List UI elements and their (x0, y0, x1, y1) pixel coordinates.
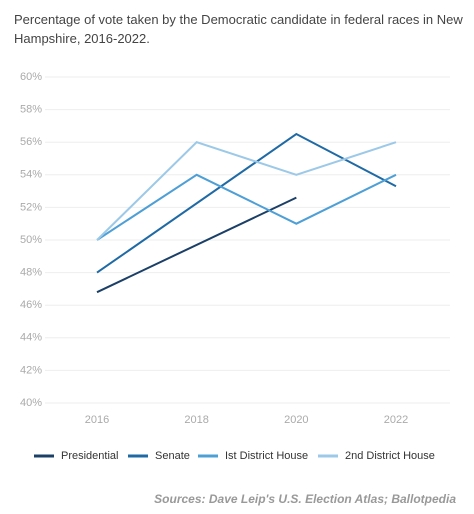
line (96, 196, 297, 294)
x-tick-label: 2018 (184, 414, 208, 426)
y-tick-label: 48% (20, 267, 42, 279)
legend-label: Presidential (61, 450, 118, 462)
chart-title: Percentage of vote taken by the Democrat… (14, 12, 463, 46)
y-tick-label: 52% (20, 201, 42, 213)
line (96, 141, 397, 241)
y-tick-label: 44% (20, 332, 42, 344)
source-note: Sources: Dave Leip's U.S. Election Atlas… (154, 492, 456, 506)
y-tick-label: 58% (20, 104, 42, 116)
line (96, 132, 397, 274)
y-tick-label: 46% (20, 299, 42, 311)
legend-label: 2nd District House (345, 450, 435, 462)
x-tick-label: 2022 (384, 414, 408, 426)
y-tick-label: 60% (20, 71, 42, 83)
y-tick-label: 54% (20, 169, 42, 181)
y-tick-label: 50% (20, 234, 42, 246)
legend-label: Ist District House (225, 450, 308, 462)
line (96, 173, 397, 241)
x-tick-label: 2020 (284, 414, 308, 426)
y-tick-label: 40% (20, 397, 42, 409)
y-tick-label: 42% (20, 364, 42, 376)
chart: 40% 42% 44% 46% 48% 50% 52% 54% 56% 58% 60% 2016 201… (20, 71, 450, 462)
x-tick-label: 2016 (85, 414, 109, 426)
legend-label: Senate (155, 450, 190, 462)
y-tick-label: 56% (20, 136, 42, 148)
